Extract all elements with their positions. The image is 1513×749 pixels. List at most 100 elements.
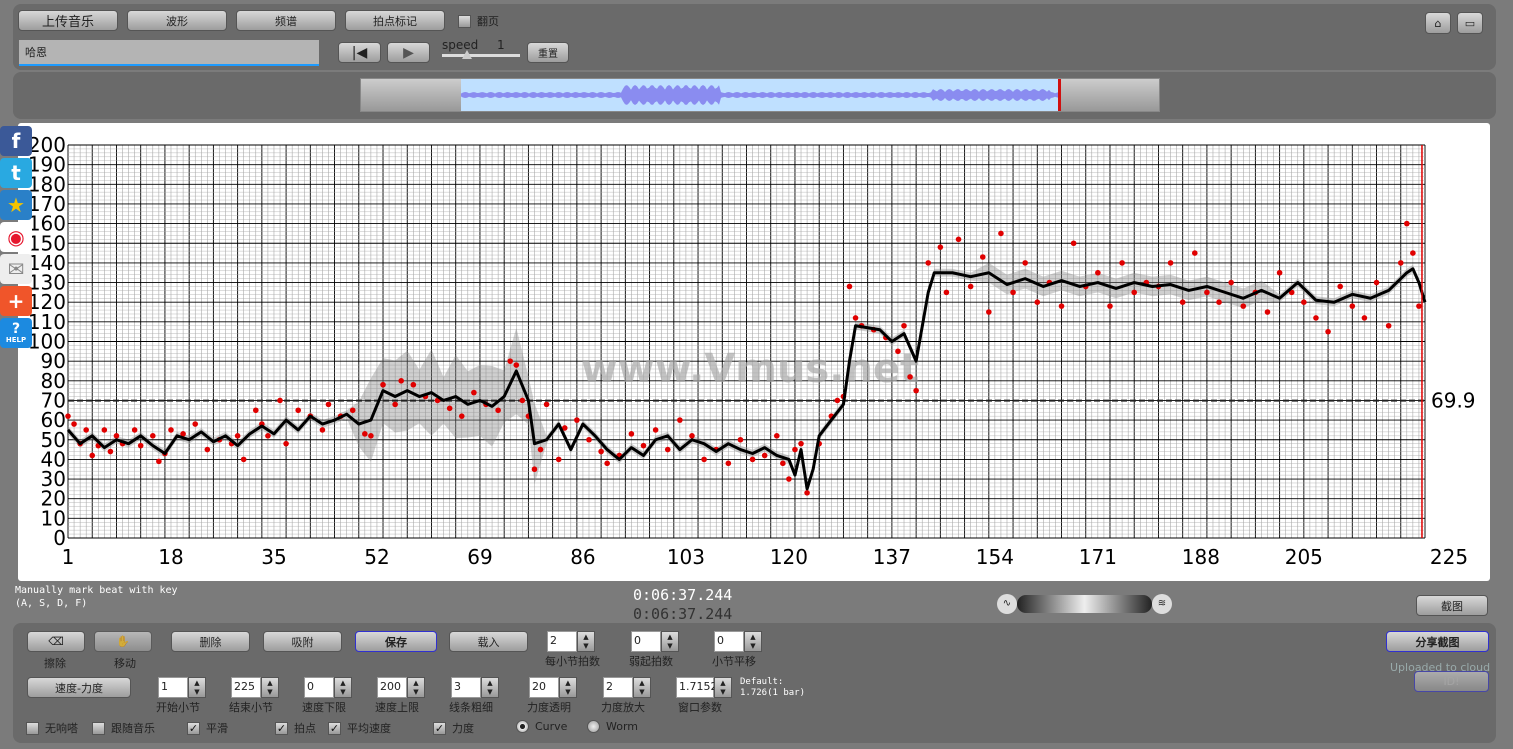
stepper-arrows-icon[interactable]: ▲ ▼ xyxy=(188,677,206,698)
stepper-arrows-icon[interactable]: ▲ ▼ xyxy=(261,677,279,698)
move-button[interactable]: ✋ xyxy=(94,631,152,652)
beat-point xyxy=(495,407,501,414)
stepper-value[interactable]: 200 xyxy=(377,677,407,698)
radio-circle[interactable] xyxy=(587,720,600,733)
speed-slider[interactable] xyxy=(442,50,520,59)
stepper-value[interactable]: 0 xyxy=(304,677,334,698)
radio-worm[interactable]: Worm xyxy=(587,720,638,733)
stepper-value[interactable]: 2 xyxy=(547,631,577,652)
beat-point xyxy=(761,452,768,459)
waveform-overview[interactable] xyxy=(360,78,1160,112)
stepper-arrows-icon[interactable]: ▲ ▼ xyxy=(744,631,762,652)
checkbox-3[interactable]: ✓ 拍点 xyxy=(275,720,316,736)
x-tick-label: 154 xyxy=(976,545,1014,569)
home-button[interactable]: ⌂ xyxy=(1425,12,1451,34)
play-button[interactable]: ▶ xyxy=(387,42,430,63)
window-param-stepper[interactable]: 1.7152 ▲ ▼ xyxy=(676,677,732,698)
start-bar-stepper[interactable]: 1 ▲ ▼ xyxy=(158,677,206,698)
stepper-arrows-icon[interactable]: ▲ ▼ xyxy=(559,677,577,698)
help-button[interactable]: ? HELP xyxy=(0,318,32,348)
snap-button[interactable]: 吸附 xyxy=(263,631,342,652)
bar-shift-stepper[interactable]: 0 ▲ ▼ xyxy=(714,631,762,652)
radio-circle[interactable] xyxy=(516,720,529,733)
volume-slider[interactable]: ∿ ≋ xyxy=(997,593,1172,615)
checkbox-2[interactable]: ✓ 平滑 xyxy=(187,720,228,736)
dyn-scale-stepper[interactable]: 2 ▲ ▼ xyxy=(603,677,651,698)
rewind-button[interactable]: |◀ xyxy=(338,42,381,63)
hint-text-2: (A, S, D, F) xyxy=(15,598,88,609)
stepper-arrows-icon[interactable]: ▲ ▼ xyxy=(481,677,499,698)
stepper-value[interactable]: 20 xyxy=(529,677,559,698)
beats-per-bar-stepper[interactable]: 2 ▲ ▼ xyxy=(547,631,595,652)
end-bar-stepper[interactable]: 225 ▲ ▼ xyxy=(231,677,279,698)
dyn-opacity-stepper[interactable]: 20 ▲ ▼ xyxy=(529,677,577,698)
beat-point xyxy=(664,446,671,453)
delete-button[interactable]: 删除 xyxy=(171,631,250,652)
email-button[interactable]: ✉ xyxy=(0,254,32,284)
load-button[interactable]: 载入 xyxy=(449,631,528,652)
beat-mark-button[interactable]: 拍点标记 xyxy=(345,10,445,31)
checkbox-box[interactable]: ✓ xyxy=(328,721,341,735)
beat-point xyxy=(1325,328,1331,335)
checkbox-box[interactable] xyxy=(92,721,105,735)
pickup-beats-stepper[interactable]: 0 ▲ ▼ xyxy=(631,631,679,652)
beat-point xyxy=(834,397,841,404)
page-flip-checkbox[interactable]: 翻页 xyxy=(458,13,499,29)
facebook-button[interactable]: f xyxy=(0,126,32,156)
beat-point xyxy=(277,397,283,404)
add-share-button[interactable]: + xyxy=(0,286,32,316)
erase-button[interactable]: ⌫ xyxy=(27,631,85,652)
stepper-arrows-icon[interactable]: ▲ ▼ xyxy=(334,677,352,698)
beat-point xyxy=(1131,289,1138,296)
stepper-value[interactable]: 225 xyxy=(231,677,261,698)
song-name-input[interactable]: 哈恩 xyxy=(19,40,319,66)
screenshot-button[interactable]: 截图 xyxy=(1416,595,1488,616)
checkbox-0[interactable]: 无响嗒 xyxy=(26,720,78,736)
stepper-value[interactable]: 0 xyxy=(631,631,661,652)
window-button[interactable]: ▭ xyxy=(1457,12,1483,34)
checkbox-4[interactable]: ✓ 平均速度 xyxy=(328,720,391,736)
waveform-button[interactable]: 波形 xyxy=(127,10,227,31)
stepper-arrows-icon[interactable]: ▲ ▼ xyxy=(661,631,679,652)
favorite-button[interactable]: ★ xyxy=(0,190,32,220)
checkbox-box[interactable]: ✓ xyxy=(275,721,288,735)
weibo-button[interactable]: ◉ xyxy=(0,222,32,252)
checkbox-box[interactable] xyxy=(458,14,471,28)
checkbox-5[interactable]: ✓ 力度 xyxy=(433,720,474,736)
beat-point xyxy=(773,433,780,439)
stepper-value[interactable]: 3 xyxy=(451,677,481,698)
stepper-value[interactable]: 1 xyxy=(158,677,188,698)
spectrum-button[interactable]: 频谱 xyxy=(236,10,336,31)
stepper-arrows-icon[interactable]: ▲ ▼ xyxy=(714,677,732,698)
line-width-stepper[interactable]: 3 ▲ ▼ xyxy=(451,677,499,698)
x-tick-label: 69 xyxy=(467,545,492,569)
stepper-value[interactable]: 1.7152 xyxy=(676,677,718,698)
tempo-min-stepper[interactable]: 0 ▲ ▼ xyxy=(304,677,352,698)
stepper-arrows-icon[interactable]: ▲ ▼ xyxy=(577,631,595,652)
tempo-chart[interactable]: 0102030405060708090100110120130140150160… xyxy=(0,0,1513,600)
beat-point xyxy=(846,283,853,290)
stepper-arrows-icon[interactable]: ▲ ▼ xyxy=(633,677,651,698)
stepper-arrows-icon[interactable]: ▲ ▼ xyxy=(407,677,425,698)
stepper-value[interactable]: 0 xyxy=(714,631,744,652)
share-screenshot-button[interactable]: 分享截图 xyxy=(1386,631,1489,652)
checkbox-box[interactable]: ✓ xyxy=(433,721,446,735)
checkbox-1[interactable]: 跟随音乐 xyxy=(92,720,155,736)
radio-curve[interactable]: Curve xyxy=(516,720,567,733)
stepper-value[interactable]: 2 xyxy=(603,677,633,698)
id-button[interactable]: ID! xyxy=(1414,671,1489,692)
skip-back-icon: |◀ xyxy=(351,44,368,61)
slider-track[interactable] xyxy=(1017,595,1152,613)
tempo-max-stepper[interactable]: 200 ▲ ▼ xyxy=(377,677,425,698)
speed-slider-thumb[interactable] xyxy=(462,50,472,59)
tempo-dynamics-button[interactable]: 速度-力度 xyxy=(27,677,131,698)
y-tick-label: 160 xyxy=(28,212,66,236)
checkbox-box[interactable]: ✓ xyxy=(187,721,200,735)
upload-music-button[interactable]: 上传音乐 xyxy=(18,10,118,31)
checkbox-box[interactable] xyxy=(26,721,39,735)
save-button[interactable]: 保存 xyxy=(355,631,437,652)
reset-button[interactable]: 重置 xyxy=(527,42,569,63)
twitter-button[interactable]: t xyxy=(0,158,32,188)
y-tick-label: 30 xyxy=(41,467,66,491)
playhead-marker[interactable] xyxy=(1058,79,1061,111)
